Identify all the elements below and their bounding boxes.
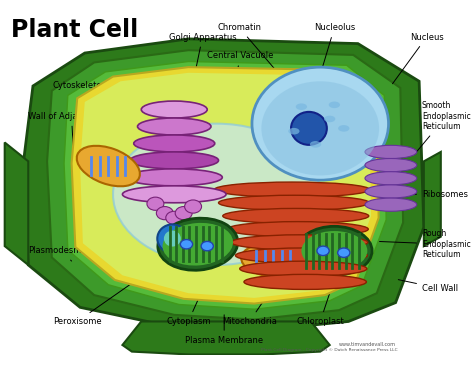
Ellipse shape	[241, 244, 305, 277]
Text: Chromatin: Chromatin	[217, 23, 300, 98]
Ellipse shape	[365, 198, 417, 211]
Ellipse shape	[301, 231, 367, 270]
Ellipse shape	[236, 248, 367, 263]
Ellipse shape	[175, 206, 192, 220]
Ellipse shape	[158, 218, 238, 270]
Text: Cytoplasm: Cytoplasm	[166, 281, 210, 326]
Ellipse shape	[337, 248, 350, 257]
Text: Ribosomes: Ribosomes	[410, 190, 468, 199]
Text: Golgi Apparatus: Golgi Apparatus	[169, 33, 237, 102]
Polygon shape	[47, 50, 403, 320]
Ellipse shape	[130, 152, 219, 169]
Text: Plasma Membrane: Plasma Membrane	[185, 315, 263, 345]
Ellipse shape	[201, 242, 213, 251]
Text: Mitochondria: Mitochondria	[222, 286, 277, 326]
Ellipse shape	[297, 226, 372, 275]
Polygon shape	[122, 321, 329, 354]
Text: Chloroplast: Chloroplast	[296, 282, 344, 326]
Polygon shape	[64, 61, 386, 309]
Ellipse shape	[122, 186, 226, 203]
Ellipse shape	[252, 67, 389, 180]
Ellipse shape	[147, 197, 164, 210]
Ellipse shape	[296, 104, 307, 110]
Text: Nucleus: Nucleus	[392, 33, 444, 84]
Text: Plant Cell: Plant Cell	[11, 18, 138, 42]
Polygon shape	[424, 152, 441, 246]
Polygon shape	[72, 67, 379, 303]
Ellipse shape	[113, 124, 320, 265]
Ellipse shape	[365, 185, 417, 198]
Polygon shape	[80, 73, 371, 298]
Ellipse shape	[223, 208, 369, 224]
Ellipse shape	[137, 118, 211, 135]
Ellipse shape	[181, 239, 192, 249]
Text: Cytoskeleton: Cytoskeleton	[53, 82, 153, 118]
Text: Nucleolus: Nucleolus	[310, 23, 355, 110]
Text: Peroxisome: Peroxisome	[53, 255, 172, 326]
Ellipse shape	[184, 200, 201, 213]
Ellipse shape	[324, 116, 335, 122]
Ellipse shape	[365, 145, 417, 158]
Ellipse shape	[328, 101, 340, 108]
Ellipse shape	[166, 211, 182, 224]
Ellipse shape	[156, 206, 173, 220]
Text: Cell Wall: Cell Wall	[398, 280, 458, 293]
Ellipse shape	[338, 125, 349, 132]
Ellipse shape	[244, 274, 366, 290]
Ellipse shape	[219, 195, 369, 210]
Ellipse shape	[163, 223, 233, 266]
Text: Plant Cell Diagram - Copyright © Dutch Renaissance Press LLC: Plant Cell Diagram - Copyright © Dutch R…	[261, 348, 398, 352]
Ellipse shape	[310, 141, 321, 147]
Ellipse shape	[288, 128, 300, 134]
Ellipse shape	[214, 182, 370, 197]
Ellipse shape	[261, 81, 379, 175]
Ellipse shape	[291, 112, 327, 145]
Ellipse shape	[134, 135, 215, 152]
Ellipse shape	[164, 231, 181, 247]
Ellipse shape	[317, 246, 329, 255]
Ellipse shape	[227, 222, 368, 237]
Ellipse shape	[77, 146, 140, 186]
Polygon shape	[24, 39, 424, 331]
Ellipse shape	[365, 172, 417, 185]
Text: Rough
Endoplasmic
Reticulum: Rough Endoplasmic Reticulum	[380, 229, 471, 259]
Ellipse shape	[141, 101, 207, 118]
Ellipse shape	[240, 261, 367, 276]
Text: Central Vacuole: Central Vacuole	[207, 51, 273, 130]
Text: Wall of Adjacent Cell: Wall of Adjacent Cell	[28, 112, 115, 149]
Ellipse shape	[231, 235, 368, 250]
Ellipse shape	[126, 169, 222, 186]
Text: www.timvandevall.com: www.timvandevall.com	[339, 341, 396, 347]
Polygon shape	[5, 142, 28, 265]
Ellipse shape	[157, 224, 187, 253]
Ellipse shape	[365, 158, 417, 172]
Text: Plasmodesmata: Plasmodesmata	[28, 246, 95, 261]
Text: Smooth
Endoplasmic
Reticulum: Smooth Endoplasmic Reticulum	[414, 101, 471, 154]
